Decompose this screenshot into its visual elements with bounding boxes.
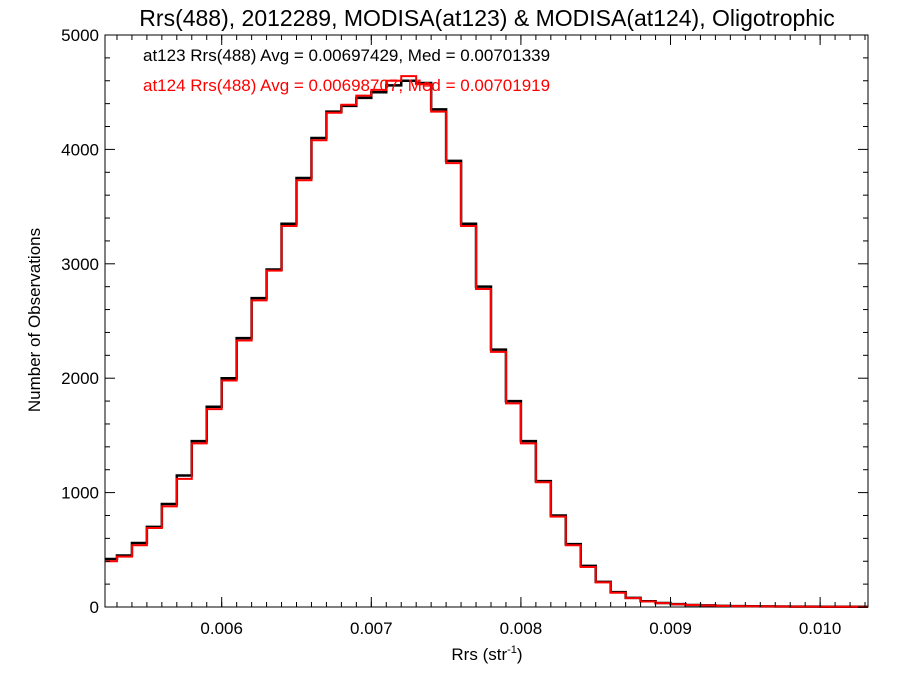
y-tick-label: 3000: [61, 255, 99, 274]
x-tick-label: 0.006: [200, 619, 243, 638]
legend: at123 Rrs(488) Avg = 0.00697429, Med = 0…: [143, 46, 550, 95]
x-tick-label: 0.007: [350, 619, 393, 638]
plot-area: [104, 34, 869, 608]
legend-entry-at124: at124 Rrs(488) Avg = 0.00698707, Med = 0…: [143, 76, 550, 95]
y-tick-label: 2000: [61, 369, 99, 388]
x-axis-label-base: Rrs (str: [451, 645, 507, 664]
x-axis-label: Rrs (str-1): [451, 644, 522, 664]
plot-frame: [104, 34, 869, 608]
y-axis-label: Number of Observations: [25, 228, 44, 412]
series-layer: [105, 75, 868, 609]
series-at124-line: [105, 75, 868, 608]
y-tick-label: 1000: [61, 484, 99, 503]
x-axis-label-sup: -1: [507, 644, 517, 656]
x-tick-label: 0.009: [649, 619, 692, 638]
x-axis-label-close: ): [517, 645, 523, 664]
x-tick-label: 0.010: [799, 619, 842, 638]
y-tick-label: 0: [90, 598, 99, 617]
chart-title: Rrs(488), 2012289, MODISA(at123) & MODIS…: [139, 5, 834, 31]
series-at123-line: [105, 79, 868, 609]
y-tick-label: 5000: [61, 26, 99, 45]
y-tick-label: 4000: [61, 140, 99, 159]
axis-ticks: 0.006 0.007 0.008 0.009 0.010 0 1000 2000 3000 40…: [61, 26, 868, 638]
x-tick-label: 0.008: [500, 619, 543, 638]
legend-entry-at123: at123 Rrs(488) Avg = 0.00697429, Med = 0…: [143, 46, 550, 65]
